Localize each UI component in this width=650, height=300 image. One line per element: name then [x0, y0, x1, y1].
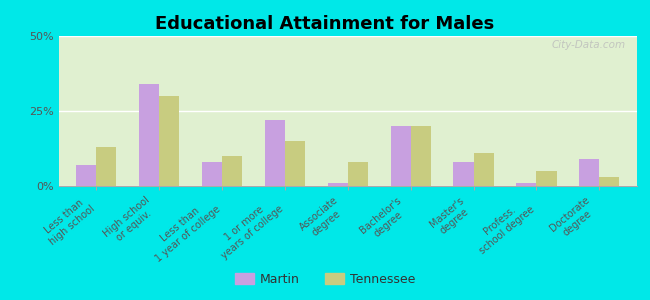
Bar [139, 84, 159, 186]
Bar [599, 177, 619, 186]
Bar [328, 183, 348, 186]
Text: City-Data.com: City-Data.com [551, 40, 625, 50]
Bar [473, 153, 493, 186]
Bar [285, 141, 305, 186]
Bar [202, 162, 222, 186]
Bar [579, 159, 599, 186]
Text: Educational Attainment for Males: Educational Attainment for Males [155, 15, 495, 33]
Bar [222, 156, 242, 186]
Bar [454, 162, 473, 186]
Bar [348, 162, 368, 186]
Bar [391, 126, 411, 186]
Bar [265, 120, 285, 186]
Bar [411, 126, 431, 186]
Bar [96, 147, 116, 186]
Bar [76, 165, 96, 186]
Bar [536, 171, 556, 186]
Bar [159, 96, 179, 186]
Bar [516, 183, 536, 186]
Legend: Martin, Tennessee: Martin, Tennessee [230, 268, 420, 291]
